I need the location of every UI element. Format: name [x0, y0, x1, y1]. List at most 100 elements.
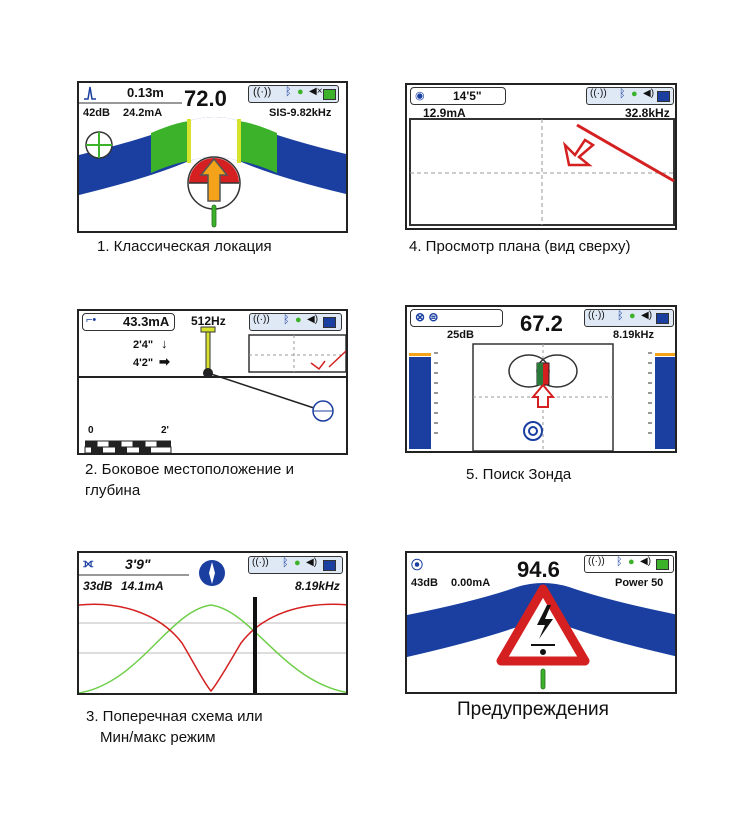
signal-icon: ((·))	[253, 86, 272, 98]
depth-pill: ◉ 14'5"	[410, 87, 506, 105]
bluetooth-icon: ᛒ	[619, 88, 626, 100]
depth-readout: 14'5"	[453, 89, 482, 103]
peak-mode-icon	[84, 86, 96, 100]
arc-green-right	[239, 121, 277, 173]
gain-db: 43dB	[411, 577, 438, 589]
locate-arrow-icon	[199, 157, 229, 202]
gps-icon: ●	[628, 556, 635, 568]
gps-icon: ●	[629, 310, 636, 322]
caption-plan: 4. Просмотр плана (вид сверху)	[409, 238, 631, 255]
lateral-graphics	[79, 326, 346, 453]
arrow-right-icon: ➡	[159, 354, 170, 369]
mode-pill: ⊗ ⊜	[410, 309, 503, 327]
depth-upper: 2'4"	[133, 339, 154, 351]
gain-db: 33dB	[83, 579, 113, 593]
screen-classic-locate: 0.13m 72.0 ((·)) ᛒ ● ◀× 42dB 24.2mA SIS-…	[77, 81, 348, 233]
battery-icon	[657, 91, 670, 102]
current-readout: 0.00mA	[451, 577, 491, 589]
bluetooth-icon: ᛒ	[616, 556, 623, 568]
sonde-mode-icon: ◉	[415, 90, 425, 102]
caption-cross-line1: 3. Поперечная схема или	[86, 708, 263, 725]
bluetooth-icon: ᛒ	[617, 310, 624, 322]
speaker-icon: ◀)	[640, 556, 652, 567]
caption-cross: 3. Поперечная схема или Мин/макс режим	[86, 706, 263, 748]
screen-warning: ⦿ 94.6 ((·)) ᛒ ● ◀) 43dB 0.00mA Power 50	[405, 551, 677, 694]
battery-icon	[323, 89, 336, 100]
gain-db: 42dB	[83, 107, 110, 119]
caption-lateral-line2: глубина	[85, 482, 141, 499]
battery-icon	[323, 317, 336, 328]
null-curve	[79, 603, 346, 693]
status-bar: ((·)) ᛒ ● ◀)	[249, 313, 342, 331]
signal-strength: 67.2	[520, 311, 563, 336]
bluetooth-icon: ᛒ	[283, 314, 290, 326]
screen-plan-view: ◉ 14'5" ((·)) ᛒ ● ◀) 12.9mA 32.8kHz	[405, 83, 677, 230]
passive-mode-icon: ⦿	[411, 558, 424, 572]
current-readout: 43.3mA	[123, 314, 170, 329]
status-bar: ((·)) ᛒ ● ◀)	[586, 87, 674, 105]
caption-cross-line2: Мин/макс режим	[100, 729, 216, 746]
caption-lateral: 2. Боковое местоположение и глубина	[85, 459, 294, 501]
arrow-down-icon: ↓	[161, 336, 168, 351]
sonde-mode-icon: ⊗ ⊜	[415, 310, 439, 324]
screen-cross-section: ⟗ 3'9" ((·)) ᛒ ● ◀) 33dB 14.1mA 8.19kHz	[77, 551, 348, 695]
signal-strength: 94.6	[517, 557, 560, 582]
battery-icon	[656, 559, 669, 570]
gps-icon: ●	[294, 557, 301, 569]
left-signal-bar	[409, 357, 431, 449]
gps-icon: ●	[295, 314, 302, 326]
classic-graphics	[79, 86, 346, 228]
gain-db: 25dB	[447, 329, 474, 341]
status-bar: ((·)) ᛒ ● ◀)	[584, 309, 674, 327]
speaker-icon: ◀)	[641, 310, 653, 321]
battery-icon	[656, 313, 669, 324]
warning-graphics	[407, 583, 675, 690]
status-bar: ((·)) ᛒ ● ◀)	[248, 556, 343, 574]
signal-icon: ((·))	[590, 88, 607, 99]
frequency-readout: 512Hz	[191, 314, 226, 328]
current-readout: 14.1mA	[121, 579, 164, 593]
scale-end: 2'	[161, 425, 169, 436]
current-readout: 24.2mA	[123, 107, 163, 119]
power-readout: Power 50	[615, 577, 664, 589]
peak-curve	[79, 604, 346, 693]
caption-lateral-line1: 2. Боковое местоположение и	[85, 461, 294, 478]
status-bar: ((·)) ᛒ ● ◀×	[248, 85, 339, 103]
status-bar: ((·)) ᛒ ● ◀)	[584, 555, 674, 573]
right-signal-bar	[655, 357, 675, 449]
speaker-icon: ◀)	[306, 557, 318, 568]
sonde-target-icon	[523, 421, 543, 441]
frequency-readout: 8.19kHz	[613, 329, 654, 341]
signal-strength: 72.0	[184, 86, 227, 111]
current-readout: 12.9mA	[423, 106, 466, 120]
caption-classic: 1. Классическая локация	[97, 238, 272, 255]
signal-icon: ((·))	[588, 556, 605, 567]
sonde-graphics	[409, 343, 675, 451]
signal-icon: ((·))	[253, 314, 270, 325]
scale-start: 0	[88, 425, 94, 436]
sonde-direction-arrow-icon	[530, 383, 556, 408]
speaker-icon: ◀)	[307, 314, 319, 325]
depth-readout: 0.13m	[127, 85, 164, 100]
direction-arrow-icon	[562, 138, 596, 167]
cable-line	[576, 123, 675, 183]
gps-icon: ●	[297, 86, 304, 98]
speaker-icon: ◀)	[643, 88, 655, 99]
arc-green-left	[151, 121, 189, 173]
current-pill: ⌐• 43.3mA	[82, 313, 175, 331]
plan-graphics	[409, 118, 675, 226]
screen-lateral: ⌐• 43.3mA 512Hz ((·)) ᛒ ● ◀) 2'4" ↓ 4'2"…	[77, 309, 348, 455]
bluetooth-icon: ᛒ	[282, 557, 289, 569]
arc-white-center	[189, 117, 239, 161]
bluetooth-icon: ᛒ	[285, 86, 292, 98]
caption-sonde: 5. Поиск Зонда	[466, 466, 572, 483]
crosssection-mode-icon: ⟗	[83, 556, 94, 570]
signal-icon: ((·))	[252, 557, 269, 568]
signal-icon: ((·))	[588, 310, 605, 321]
gps-icon: ●	[631, 88, 638, 100]
screen-sonde: ⊗ ⊜ 67.2 ((·)) ᛒ ● ◀) 25dB 8.19kHz	[405, 305, 677, 453]
depth-readout: 3'9"	[125, 556, 151, 572]
cross-graphics	[79, 560, 346, 693]
frequency-readout: 32.8kHz	[625, 106, 670, 120]
frequency-readout: SIS-9.82kHz	[269, 107, 332, 119]
